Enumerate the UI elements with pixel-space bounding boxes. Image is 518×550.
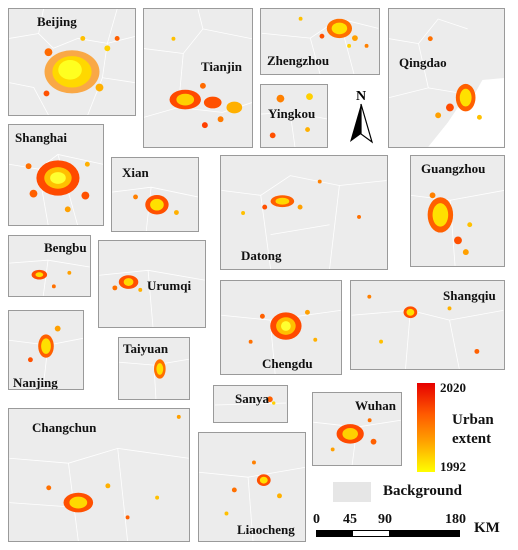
city-label-bengbu: Bengbu [44, 240, 87, 255]
datong-map [221, 175, 387, 269]
scale-tick-180: 180 [445, 512, 466, 527]
city-label-changchun: Changchun [32, 420, 97, 435]
guangzhou-map [411, 190, 504, 266]
map-panel-zhengzhou: Zhengzhou [260, 8, 380, 75]
map-panel-tianjin: Tianjin [143, 8, 253, 148]
scale-unit: KM [474, 520, 500, 536]
scale-tick-0: 0 [313, 512, 320, 527]
city-label-nanjing: Nanjing [13, 375, 58, 390]
bengbu-map [9, 259, 90, 296]
city-label-taiyuan: Taiyuan [123, 341, 169, 356]
map-panel-chengdu: Chengdu [220, 280, 342, 375]
north-label: N [356, 89, 366, 104]
city-label-sanya: Sanya [235, 391, 269, 406]
yingkou-map [261, 93, 327, 147]
city-label-urumqi: Urumqi [147, 278, 192, 293]
beijing-map [9, 9, 135, 115]
scale-tick-90: 90 [378, 512, 392, 527]
map-panel-beijing: Beijing [8, 8, 136, 116]
map-panel-taiyuan: Taiyuan [118, 337, 190, 400]
tianjin-map [144, 9, 252, 129]
zhengzhou-map [261, 16, 379, 74]
qingdao-map [389, 18, 504, 147]
map-panel-xian: Xian [111, 157, 199, 232]
city-label-guangzhou: Guangzhou [421, 161, 486, 176]
scale-bar-segment-1 [317, 531, 353, 536]
map-panel-bengbu: Bengbu [8, 235, 91, 297]
map-panel-urumqi: Urumqi [98, 240, 206, 328]
legend-bottom-year: 1992 [440, 459, 466, 474]
background-swatch [333, 482, 371, 502]
scale-tick-45: 45 [343, 512, 357, 527]
city-label-liaocheng: Liaocheng [237, 522, 295, 537]
city-label-shangqiu: Shangqiu [443, 288, 496, 303]
city-label-xian: Xian [122, 165, 149, 180]
shanghai-map [9, 154, 103, 225]
city-label-zhengzhou: Zhengzhou [267, 53, 330, 68]
map-panel-guangzhou: Guangzhou [410, 155, 505, 267]
scale-bar-segment-3 [389, 531, 459, 536]
city-label-beijing: Beijing [37, 14, 77, 29]
map-panel-datong: Datong [220, 155, 388, 270]
city-label-datong: Datong [241, 248, 282, 263]
legend-title-line2: extent [452, 431, 492, 447]
city-label-qingdao: Qingdao [399, 55, 447, 70]
map-panel-changchun: Changchun [8, 408, 190, 542]
legend-background-label: Background [383, 483, 462, 499]
city-label-wuhan: Wuhan [355, 398, 396, 413]
city-label-yingkou: Yingkou [268, 106, 316, 121]
sanya-map [214, 396, 287, 406]
map-panel-qingdao: Qingdao [388, 8, 505, 148]
taiyuan-map [119, 358, 189, 399]
changchun-map [9, 414, 189, 541]
map-panel-shangqiu: Shangqiu [350, 280, 505, 370]
city-label-shanghai: Shanghai [15, 130, 68, 145]
map-panel-liaocheng: Liaocheng [198, 432, 306, 542]
city-label-chengdu: Chengdu [262, 356, 313, 371]
nanjing-map [9, 325, 83, 389]
map-panel-yingkou: Yingkou [260, 84, 328, 148]
urban-extent-color-ramp [417, 383, 435, 472]
chengdu-map [221, 309, 341, 374]
xian-map [112, 186, 198, 231]
map-panel-wuhan: Wuhan [312, 392, 402, 466]
wuhan-map [313, 418, 401, 465]
map-panel-shanghai: Shanghai [8, 124, 104, 226]
scale-bar [316, 530, 460, 537]
north-arrow-icon: N [350, 89, 374, 144]
shangqiu-map [351, 294, 504, 369]
legend-title-line1: Urban [452, 412, 494, 428]
city-label-tianjin: Tianjin [201, 59, 242, 74]
north-arrow: N [344, 88, 378, 146]
map-panel-nanjing: Nanjing [8, 310, 84, 390]
urumqi-map [99, 269, 205, 327]
liaocheng-map [199, 460, 305, 541]
legend-top-year: 2020 [440, 380, 466, 395]
map-panel-sanya: Sanya [213, 385, 288, 423]
